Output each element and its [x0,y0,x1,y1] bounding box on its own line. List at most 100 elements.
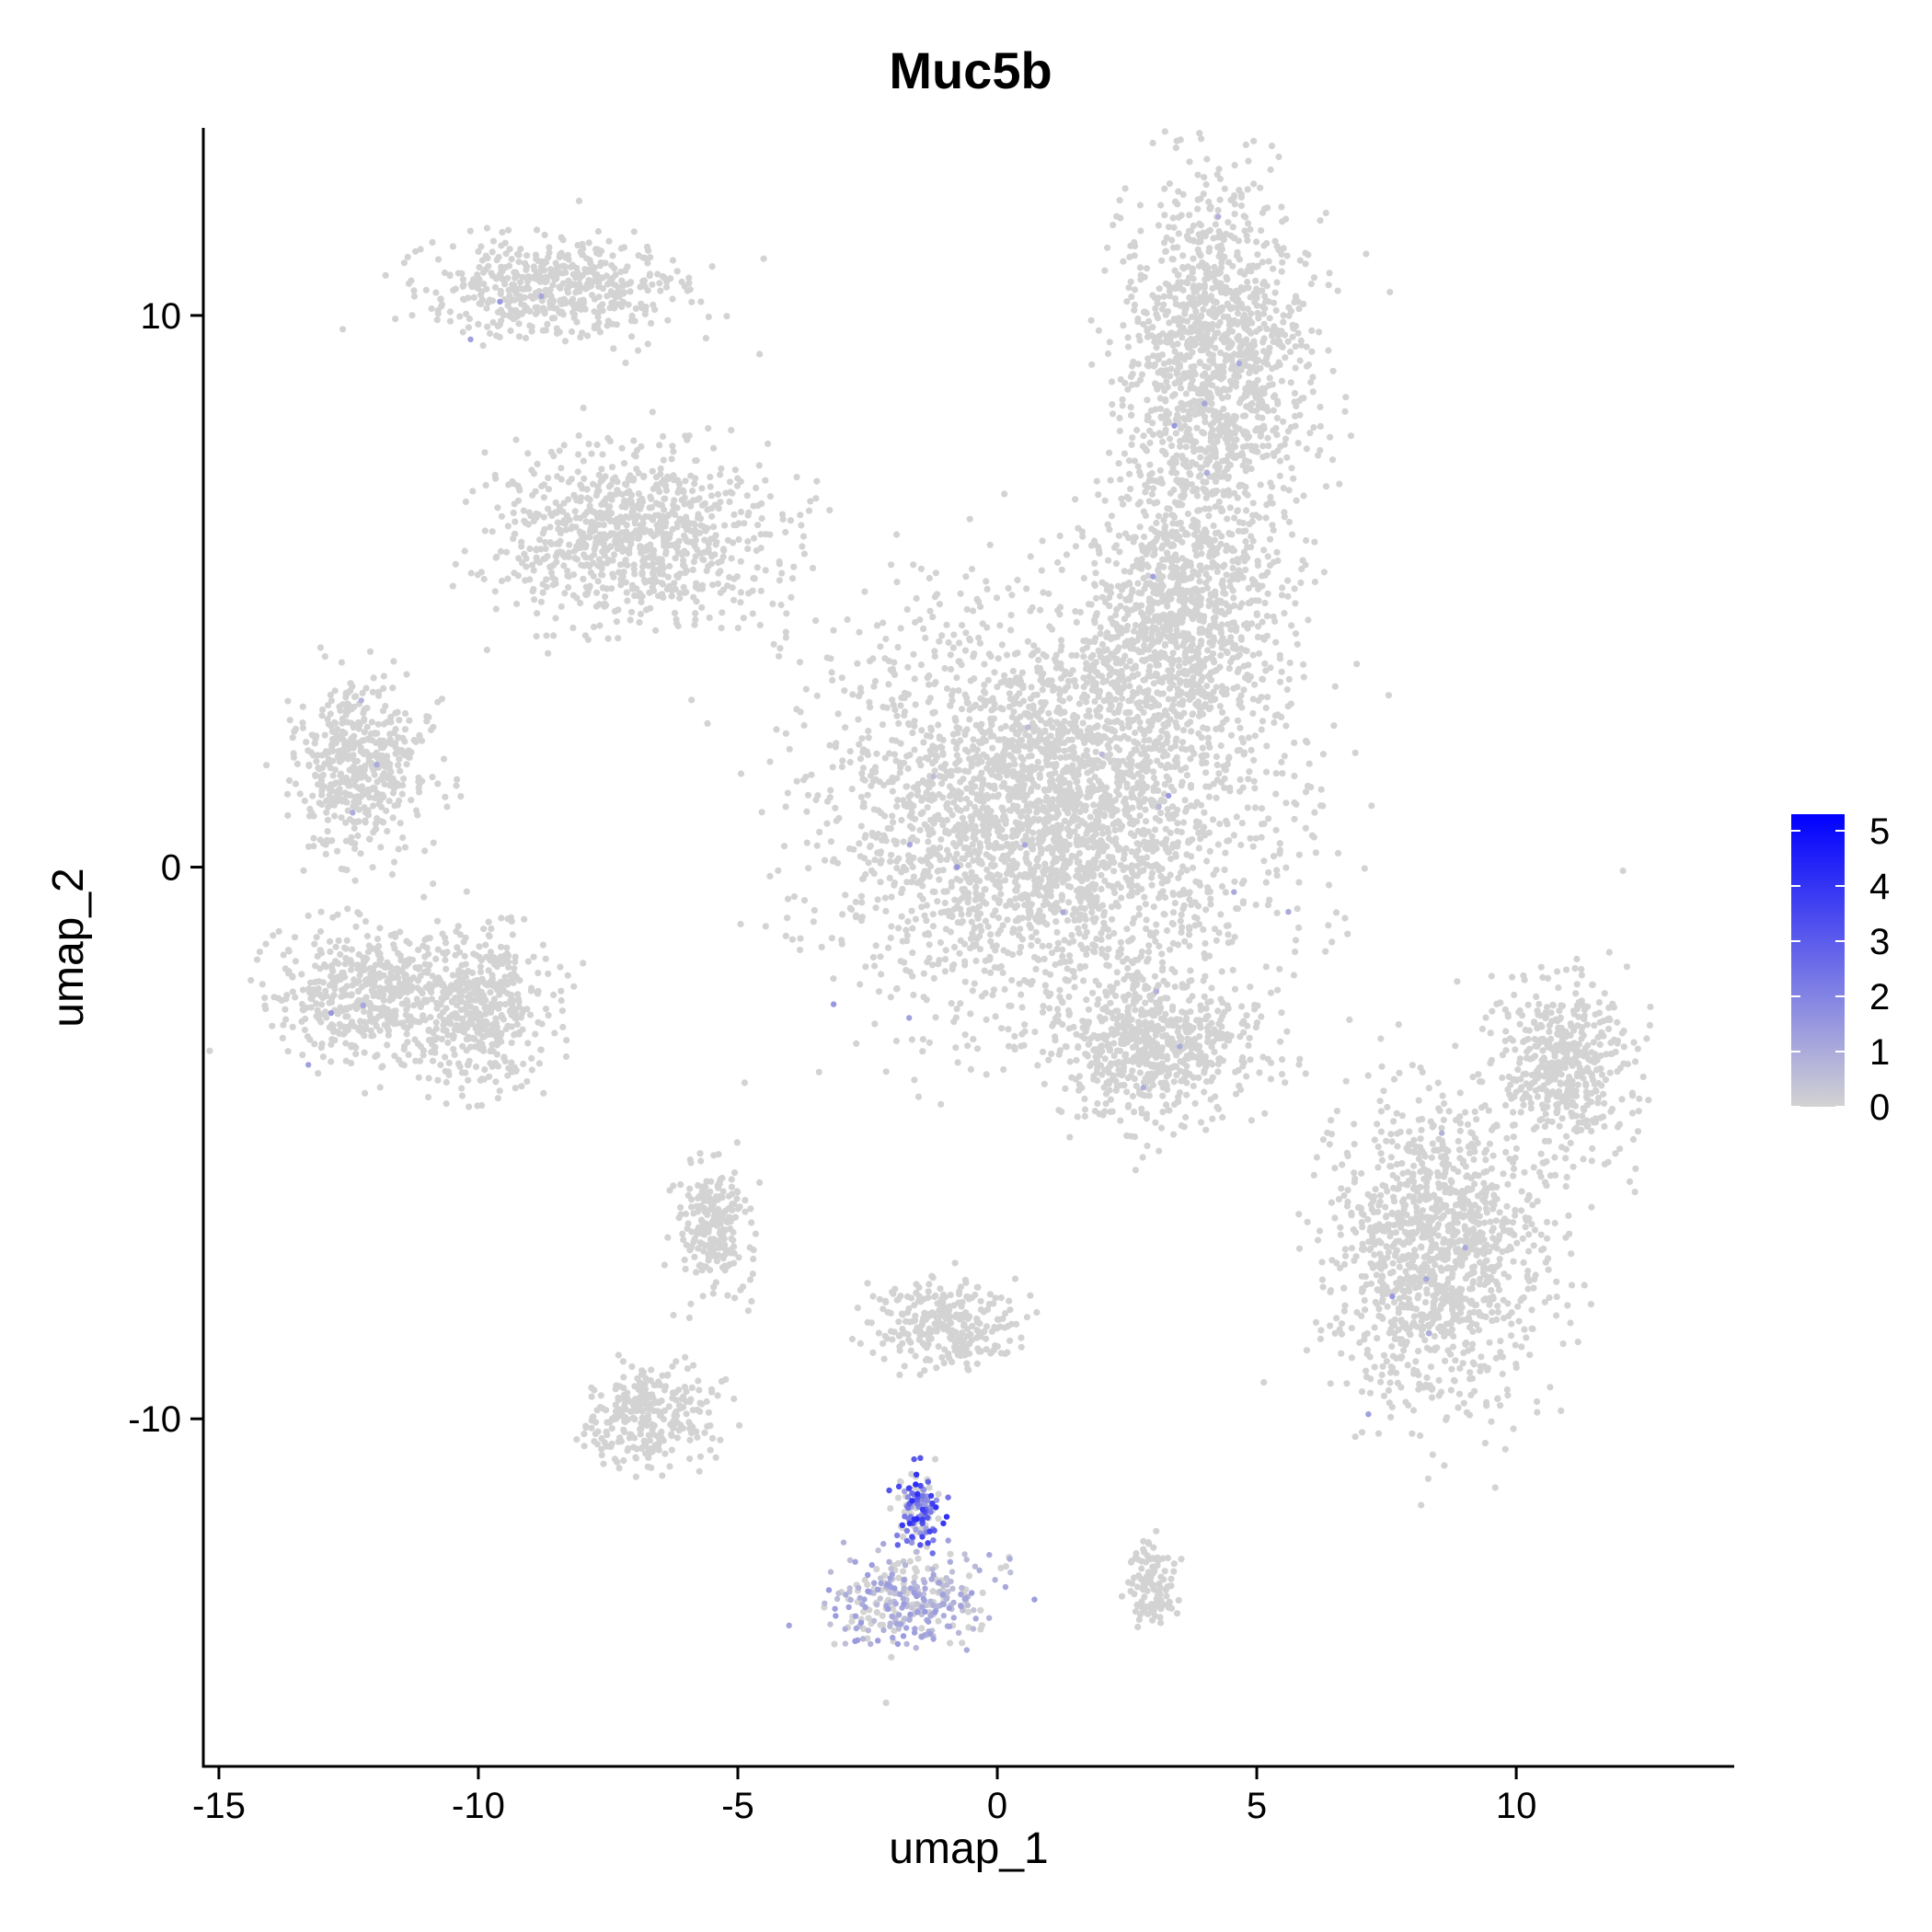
cell-point [1138,855,1145,862]
cell-point [1254,364,1261,373]
cell-point [1285,675,1293,684]
cell-point [1115,846,1122,854]
cell-point [908,1036,916,1043]
cell-point [1214,234,1222,241]
cell-point [1001,877,1009,884]
cell-point [1134,580,1142,587]
cell-point [1056,740,1064,747]
cell-point [1194,205,1202,213]
cell-point [941,956,949,963]
cell-point [957,937,964,944]
cell-point [926,574,933,582]
cell-point [1028,901,1035,908]
cell-point [1122,662,1130,671]
cell-point [1075,872,1083,880]
cell-point [1010,773,1018,780]
cell-point [1302,737,1310,745]
cell-point [1061,747,1068,754]
cell-point [1118,668,1125,675]
cell-point [1146,439,1154,446]
cell-point [1238,704,1246,711]
cell-point [1190,750,1198,757]
cell-point [1084,868,1091,876]
cell-point [900,797,907,804]
cell-point [885,657,892,665]
cell-point [1030,728,1038,735]
cell-point [1197,236,1204,243]
cell-point [1098,902,1107,909]
cell-point [766,758,774,765]
cell-point [1224,515,1231,523]
cell-point [960,832,968,839]
cell-point [858,875,867,883]
cell-point [1250,777,1258,785]
cell-point [1045,590,1052,597]
cell-point [1081,962,1089,971]
cell-point [1055,704,1063,711]
cell-point [1248,399,1256,408]
cell-point [1171,380,1179,387]
cell-point [1061,937,1068,944]
cell-point [1210,488,1217,495]
cell-point [1251,681,1259,688]
cell-point [1308,832,1316,839]
cell-point [1021,1021,1029,1029]
cell-point [1175,230,1182,237]
cell-point [927,863,935,870]
cell-point [1247,983,1254,991]
cell-point [930,974,937,982]
cell-point [903,937,911,945]
cell-point [848,786,856,793]
cell-point [918,797,926,804]
cell-point [818,943,825,950]
cell-point [1177,868,1185,877]
cell-point [1160,748,1167,755]
cell-point [1016,820,1023,827]
cell-point [869,777,877,785]
cell-point [978,791,985,799]
cell-point [1116,592,1123,600]
cell-point [1185,924,1193,931]
cell-point [1066,695,1074,702]
cell-point [1175,363,1182,371]
cell-point [1061,817,1068,825]
cell-point [946,912,953,920]
cell-point [1198,135,1205,143]
cell-point [1055,873,1063,880]
cell-point [874,896,881,903]
cell-point [1146,471,1154,479]
cell-point [1143,265,1151,272]
cell-point [888,561,895,569]
cell-point [1087,316,1095,324]
cell-point [905,793,913,800]
cell-point [1149,847,1156,855]
cell-point [1243,507,1250,514]
cell-point [1239,898,1247,905]
cell-point [1033,691,1041,698]
cell-point [1206,888,1213,895]
cell-point [1101,877,1109,885]
cell-point [1128,441,1135,448]
cell-point [1027,800,1034,808]
cell-point [1134,316,1142,323]
cell-point [1029,650,1037,658]
cell-point [1237,193,1245,201]
cell-point [985,831,993,838]
cell-point [877,953,884,960]
cell-point [972,906,980,914]
cell-point [1019,684,1027,692]
cell-point [1178,766,1185,774]
cell-point [882,907,890,915]
cell-point [1202,270,1210,278]
cell-point [1112,696,1120,703]
cell-point [1192,308,1200,316]
cell-point [1033,857,1041,864]
cell-point [987,931,995,938]
cell-point [1293,800,1300,808]
cell-point [784,789,791,797]
cell-point [1150,903,1157,911]
cell-point [1095,693,1102,700]
cell-point [808,771,815,778]
cell-point [861,588,868,595]
cell-point [1202,759,1210,766]
